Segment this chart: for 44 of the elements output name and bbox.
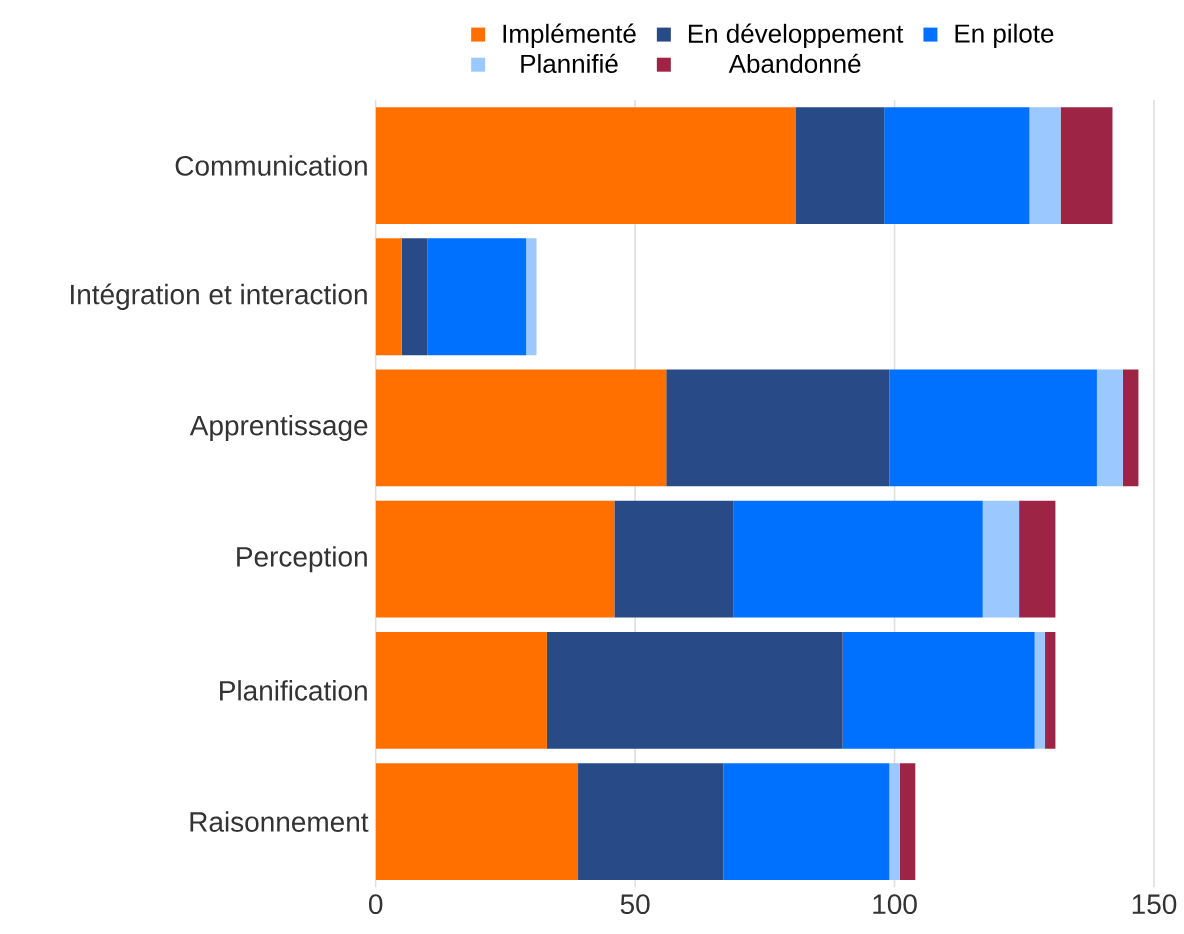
- bar: [401, 238, 428, 356]
- bar: [884, 107, 1030, 224]
- y-tick-label: Communication: [175, 155, 367, 176]
- bar: [889, 369, 1097, 487]
- bar: [1096, 369, 1123, 487]
- bar: [375, 500, 615, 618]
- bar: [375, 238, 402, 356]
- y-tick-label: Apprentissage: [189, 414, 368, 441]
- legend-label: En développement: [688, 23, 904, 48]
- bar: [375, 107, 796, 224]
- bar: [1122, 369, 1139, 487]
- bar: [614, 500, 734, 618]
- bar: [375, 631, 547, 749]
- bar: [795, 107, 885, 224]
- bar: [375, 369, 667, 487]
- bar: [546, 631, 843, 749]
- x-tick-label: 150: [1132, 894, 1177, 915]
- x-tick-label: 50: [620, 894, 650, 915]
- bar: [1060, 107, 1113, 224]
- bar: [842, 631, 1035, 749]
- y-tick-label: Intégration et interaction: [71, 283, 367, 310]
- bar: [1045, 631, 1056, 749]
- legend-label: En pilote: [955, 23, 1054, 48]
- legend-label: Abandonné: [728, 53, 861, 73]
- bar: [723, 763, 890, 880]
- bar: [666, 369, 890, 487]
- bar: [526, 238, 537, 356]
- bar: [899, 763, 916, 880]
- y-tick-label: Raisonnement: [190, 811, 369, 832]
- legend-label: Plannifié: [521, 53, 618, 73]
- bar: [733, 500, 983, 618]
- bar: [427, 238, 527, 356]
- y-tick-label: Perception: [237, 546, 367, 573]
- bar: [982, 500, 1020, 618]
- bar: [889, 763, 900, 880]
- bar: [375, 763, 579, 880]
- bar: [578, 763, 724, 880]
- y-tick-label: Planification: [220, 680, 367, 701]
- legend-label: Implémenté: [503, 23, 636, 48]
- x-tick-label: 100: [873, 894, 917, 915]
- bar: [1029, 107, 1061, 224]
- bar: [1019, 500, 1056, 618]
- bar: [1034, 631, 1046, 749]
- x-tick-label: 0: [368, 894, 383, 915]
